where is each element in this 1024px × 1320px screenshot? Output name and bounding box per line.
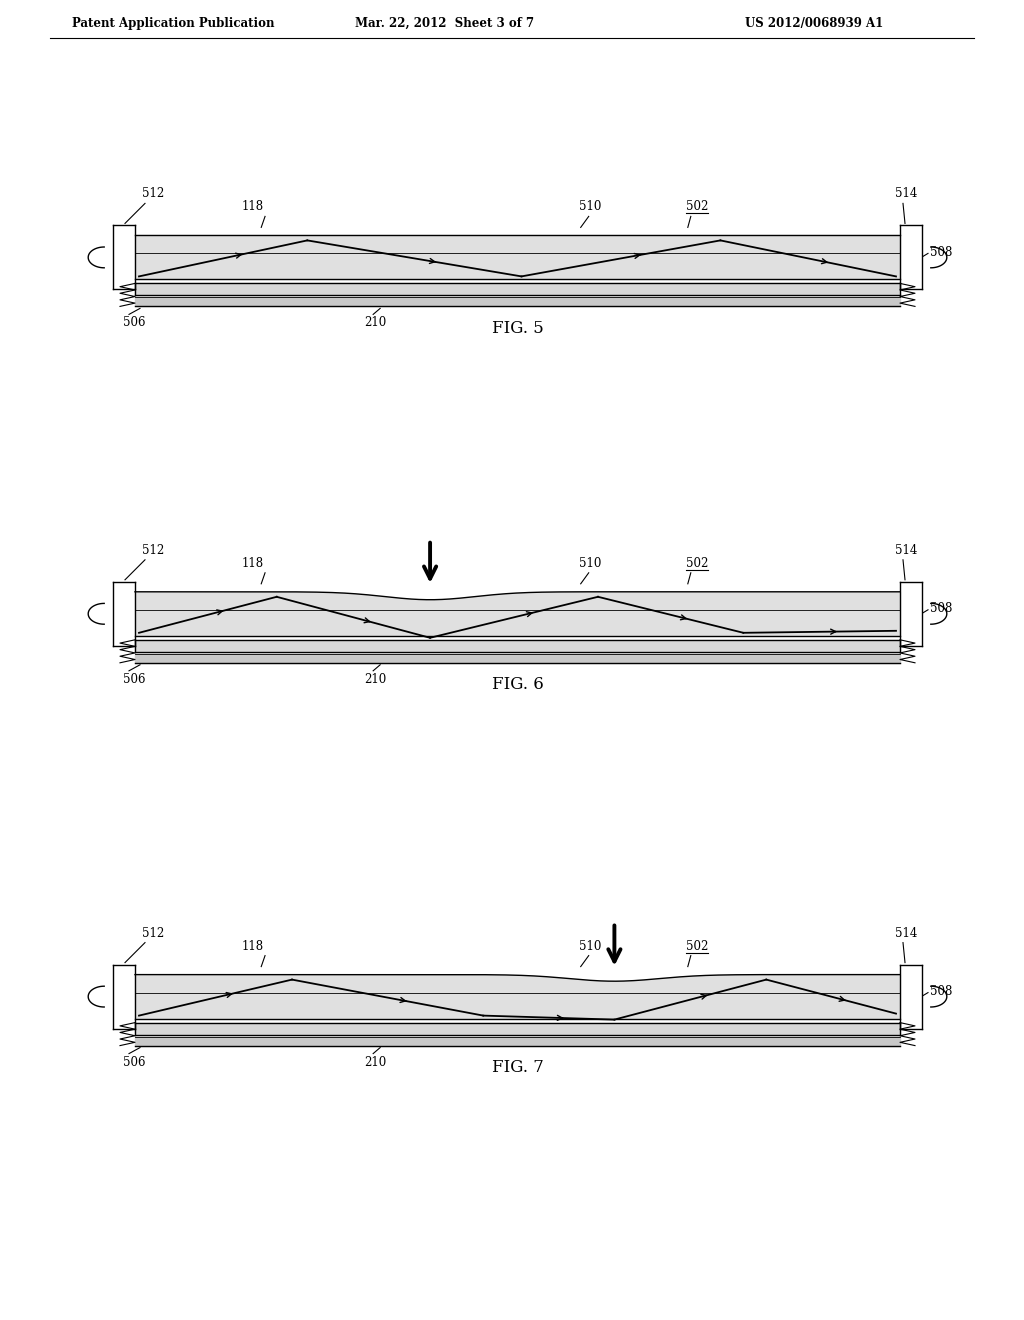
- Text: 508: 508: [930, 602, 952, 615]
- Text: 508: 508: [930, 985, 952, 998]
- Text: 502: 502: [686, 940, 709, 953]
- Text: 510: 510: [579, 201, 601, 214]
- Text: 514: 514: [895, 927, 918, 940]
- Text: 510: 510: [579, 940, 601, 953]
- Text: FIG. 5: FIG. 5: [492, 319, 544, 337]
- Text: 118: 118: [242, 201, 264, 214]
- Text: 510: 510: [579, 557, 601, 570]
- Text: US 2012/0068939 A1: US 2012/0068939 A1: [745, 16, 884, 29]
- Text: 210: 210: [365, 317, 387, 330]
- Text: 512: 512: [142, 927, 164, 940]
- Text: 502: 502: [686, 557, 709, 570]
- Text: 502: 502: [686, 201, 709, 214]
- Text: FIG. 6: FIG. 6: [492, 676, 544, 693]
- Text: 506: 506: [123, 1056, 145, 1069]
- Text: Patent Application Publication: Patent Application Publication: [72, 16, 274, 29]
- Text: 514: 514: [895, 187, 918, 201]
- Text: Mar. 22, 2012  Sheet 3 of 7: Mar. 22, 2012 Sheet 3 of 7: [355, 16, 535, 29]
- Text: 506: 506: [123, 673, 145, 686]
- Text: 506: 506: [123, 317, 145, 330]
- Text: 508: 508: [930, 246, 952, 259]
- Text: 210: 210: [365, 1056, 387, 1069]
- Text: 514: 514: [895, 544, 918, 557]
- Text: 210: 210: [365, 673, 387, 686]
- Text: 512: 512: [142, 187, 164, 201]
- Text: 118: 118: [242, 940, 264, 953]
- Text: 512: 512: [142, 544, 164, 557]
- Text: FIG. 7: FIG. 7: [492, 1059, 544, 1076]
- Text: 118: 118: [242, 557, 264, 570]
